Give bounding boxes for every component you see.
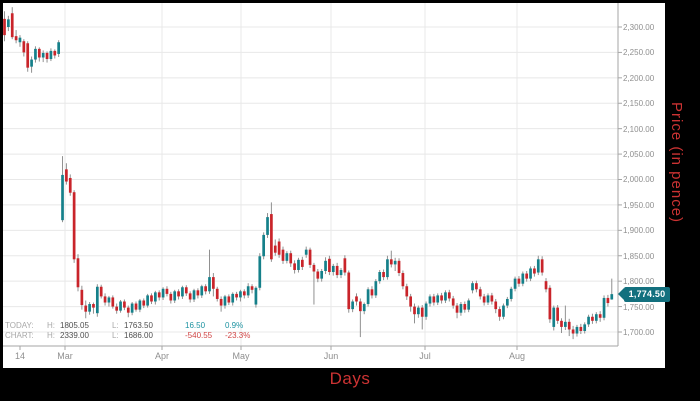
legend-chart-change: -540.55 [185,331,213,340]
legend-row-today: TODAY: H: 1805.05 L: 1763.50 16.50 0.9% [5,321,305,331]
y-axis-tick-label: 2,050.00 [623,150,655,160]
y-axis-tick-label: 2,250.00 [623,48,655,58]
x-axis-tick-label: Aug [508,351,526,361]
x-axis-title: Days [329,369,371,388]
legend-chart-low-label: L: [112,331,119,340]
legend-today-high: 1805.05 [60,321,89,330]
y-axis-tick-label: 2,150.00 [623,99,655,109]
y-axis-tick-label: 1,900.00 [623,226,655,236]
legend-chart-low: 1686.00 [124,331,153,340]
y-axis-tick-label: 1,700.00 [623,327,655,337]
legend-chart-high: 2339.00 [60,331,89,340]
x-axis-tick-label: May [232,351,250,361]
last-price-badge: 1,774.50 [618,286,670,302]
legend-today-change-pct: 0.9% [225,321,244,330]
legend-today-label: TODAY: [5,321,34,330]
legend-today-low-label: L: [112,321,119,330]
chart-plot-area[interactable] [3,3,665,368]
legend-chart-high-label: H: [47,331,55,340]
y-axis-tick-label: 1,850.00 [623,251,655,261]
y-axis-tick-label: 2,100.00 [623,124,655,134]
y-axis-tick-label: 1,950.00 [623,200,655,210]
legend-today-low: 1763.50 [124,321,153,330]
x-axis-tick-label: Jun [323,351,339,361]
y-axis-tick-label: 2,300.00 [623,23,655,32]
x-axis-tick-label: Apr [154,351,170,361]
legend-row-chart: CHART: H: 2339.00 L: 1686.00 -540.55 -23… [5,331,305,341]
legend-today-high-label: H: [47,321,55,330]
y-axis-tick-label: 1,750.00 [623,302,655,312]
y-axis-tick-label: 2,200.00 [623,73,655,83]
y-axis-title: Price (in pence) [668,102,685,224]
legend-chart-change-pct: -23.3% [225,331,251,340]
legend-today-change: 16.50 [185,321,206,330]
x-axis-tick-label: 14 [14,351,26,361]
x-axis-tick-label: Jul [419,351,431,361]
x-axis-tick-label: Mar [57,351,73,361]
y-axis-tick-label: 2,000.00 [623,175,655,185]
legend-chart-label: CHART: [5,331,34,340]
chart-panel [3,3,665,368]
y-axis-tick-label: 1,800.00 [623,277,655,287]
